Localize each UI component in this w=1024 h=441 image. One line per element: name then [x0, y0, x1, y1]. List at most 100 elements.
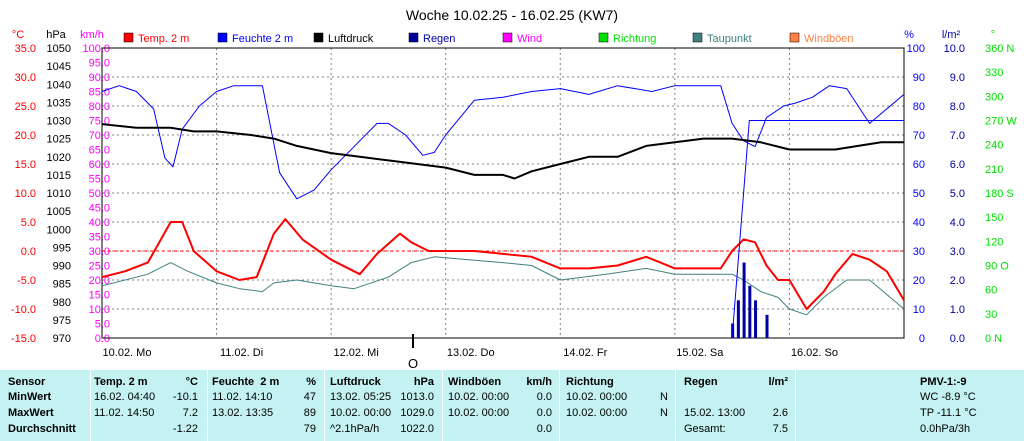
direction-tick-label: 270 W: [985, 116, 1017, 128]
stats-temp-unit: °C: [185, 376, 198, 388]
stats-feuchte-max-time: 13.02. 13:35: [212, 407, 274, 419]
legend-swatch: [123, 32, 134, 43]
temp-tick-label: -5.0: [17, 275, 36, 287]
stats-pmv-header: PMV-1:-9: [920, 376, 967, 388]
x-tick-label: 15.02. Sa: [676, 347, 724, 359]
stats-temp-min-time: 16.02. 04:40: [94, 391, 156, 403]
rain-bar: [765, 314, 769, 338]
stats-temp-max-value: 7.2: [182, 407, 198, 419]
temp-tick-label: 20.0: [15, 130, 36, 142]
rain-tick-label: 7.0: [950, 130, 965, 142]
rain-bar: [754, 300, 758, 338]
stats-windboeen-min-value: 0.0: [536, 391, 552, 403]
rain-tick-label: 8.0: [950, 101, 965, 113]
direction-axis-unit: °: [991, 29, 995, 41]
plot-frame: [101, 47, 905, 339]
stats-luftdruck-max-time: 10.02. 00:00: [330, 407, 392, 419]
rain-bar: [742, 262, 746, 338]
weather-chart: 35.0 30.0 25.0 20.0 15.0 10.0 5.0 0.0 -5.0 -10.0 -…: [11, 7, 1017, 370]
x-tick-label: 10.02. Mo: [103, 347, 152, 359]
wind-tick-label: 50.0: [89, 188, 110, 200]
stats-temp-max-time: 11.02. 14:50: [94, 407, 155, 419]
pressure-tick-label: 995: [53, 242, 71, 254]
pressure-tick-label: 980: [53, 297, 71, 309]
stats-feuchte-header: Feuchte 2 m: [212, 376, 280, 388]
direction-tick-label: 60: [985, 285, 997, 297]
pressure-tick-label: 985: [53, 279, 71, 291]
wind-tick-label: 65.0: [89, 145, 110, 157]
series-line-luftdruck: [101, 123, 904, 180]
pressure-tick-label: 1040: [47, 79, 71, 91]
stats-col-richtung: Richtung 10.02. 00:00 N 10.02. 00:00 N: [566, 370, 670, 441]
pressure-tick-label: 1030: [47, 116, 71, 128]
axis-labels: 35.0 30.0 25.0 20.0 15.0 10.0 5.0 0.0 -5.0 -10.0 -…: [11, 43, 1017, 359]
pressure-tick-label: 1045: [47, 61, 71, 73]
legend-swatch: [598, 32, 609, 43]
stats-richtung-min-time: 10.02. 00:00: [566, 391, 628, 403]
stats-luftdruck-avg-value: 1022.0: [400, 423, 434, 435]
rain-tick-label: 2.0: [950, 275, 965, 287]
stats-feuchte-unit: %: [306, 376, 316, 388]
pressure-tick-label: 1010: [47, 188, 71, 200]
series-layer: [101, 85, 905, 339]
pressure-tick-label: 1020: [47, 152, 71, 164]
stats-sensor-header: Sensor: [8, 376, 46, 388]
pressure-tick-label: 1050: [47, 43, 71, 55]
direction-tick-label: 300: [985, 91, 1003, 103]
legend-label: Feuchte 2 m: [232, 33, 293, 45]
pressure-tick-label: 1025: [47, 134, 71, 146]
wind-tick-label: 75.0: [89, 116, 110, 128]
humidity-tick-label: 100: [907, 43, 925, 55]
direction-tick-label: 150: [985, 212, 1003, 224]
stats-col-feuchte: Feuchte 2 m% 11.02. 14:10 47 13.02. 13:35…: [212, 370, 320, 441]
humidity-tick-label: 30: [913, 246, 925, 258]
humidity-tick-label: 90: [913, 72, 925, 84]
legend-label: Temp. 2 m: [138, 33, 189, 45]
stats-col-windboeen: Windböen km/h 10.02. 00:00 0.0 10.02. 00:0…: [448, 370, 554, 441]
rain-tick-label: 0.0: [950, 333, 965, 345]
wind-tick-label: 40.0: [89, 217, 110, 229]
wind-tick-label: 45.0: [89, 203, 110, 215]
stats-row-avg-label: Durchschnitt: [8, 423, 76, 435]
humidity-tick-label: 70: [913, 130, 925, 142]
pressure-axis-unit: hPa: [46, 29, 66, 41]
statistics-panel: Sensor MinWert MaxWert Durchschnitt Temp…: [0, 370, 1024, 441]
stats-windboeen-max-value: 0.0: [536, 407, 552, 419]
legend-swatch: [313, 32, 324, 43]
temp-tick-label: -15.0: [11, 333, 36, 345]
humidity-tick-label: 40: [913, 217, 925, 229]
stats-regen-max-value: 2.6: [772, 407, 788, 419]
wind-tick-label: 80.0: [89, 101, 110, 113]
legend-swatch: [408, 32, 419, 43]
wind-tick-label: 95.0: [89, 58, 110, 70]
marker-label: O: [408, 356, 418, 370]
rain-tick-label: 3.0: [950, 246, 965, 258]
direction-tick-label: 90 O: [985, 261, 1009, 273]
wind-tick-label: 25.0: [89, 261, 110, 273]
legend-swatch: [692, 32, 703, 43]
rain-tick-label: 10.0: [944, 43, 965, 55]
chart-legend: Temp. 2 m Feuchte 2 m Luftdruck Regen Wind Ri…: [123, 32, 854, 45]
stats-luftdruck-min-value: 1013.0: [400, 391, 434, 403]
wind-tick-label: 85.0: [89, 87, 110, 99]
stats-luftdruck-max-value: 1029.0: [400, 407, 434, 419]
wind-tick-label: 90.0: [89, 72, 110, 84]
stats-col-luftdruck: Luftdruck hPa 13.02. 05:25 1013.0 10.02. 0…: [330, 370, 438, 441]
stats-regen-total-value: 7.5: [772, 423, 788, 435]
rain-bar: [736, 300, 740, 338]
temp-tick-label: 15.0: [15, 159, 36, 171]
stats-feuchte-min-value: 47: [303, 391, 316, 403]
stats-regen-unit: l/m²: [768, 376, 788, 388]
wind-tick-label: 10.0: [89, 304, 110, 316]
rain-tick-label: 1.0: [950, 304, 965, 316]
direction-tick-label: 0 N: [985, 333, 1002, 345]
direction-tick-label: 360 N: [985, 43, 1014, 55]
chart-title: Woche 10.02.25 - 16.02.25 (KW7): [406, 7, 618, 23]
pressure-tick-label: 1035: [47, 97, 71, 109]
direction-tick-label: 330: [985, 67, 1003, 79]
humidity-tick-label: 10: [913, 304, 925, 316]
wind-tick-label: 35.0: [89, 232, 110, 244]
stats-pmv-pressure-trend: 0.0hPa/3h: [920, 423, 971, 435]
legend-label: Windböen: [804, 33, 854, 45]
rain-axis-unit: l/m²: [942, 29, 961, 41]
